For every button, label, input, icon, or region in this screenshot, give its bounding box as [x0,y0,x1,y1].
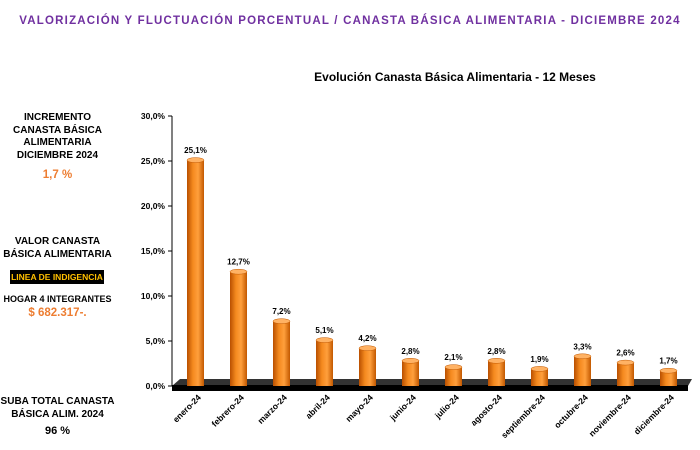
floor-top [172,379,692,386]
bar [660,370,677,386]
bars [186,157,678,386]
y-tick-label: 30,0% [141,111,166,121]
bar-value-label: 12,7% [227,258,250,267]
bar-value-label: 2,6% [616,349,634,358]
floor-slab [172,385,688,391]
bar-value-label: 7,2% [272,307,290,316]
bar [574,356,591,386]
bar-cap [315,337,334,343]
bar [402,360,419,386]
bar-cap [186,157,205,163]
x-tick-label: noviembre-24 [587,392,633,438]
y-tick-label: 20,0% [141,201,166,211]
y-tick-label: 5,0% [146,336,166,346]
household-label: HOGAR 4 INTEGRANTES [3,294,112,304]
x-tick-label: febrero-24 [209,392,246,429]
bar-cap [272,318,291,324]
chart-title: Evolución Canasta Básica Alimentaria - 1… [314,70,596,84]
bar [187,160,204,386]
bar [359,348,376,386]
x-tick-label: diciembre-24 [632,392,676,436]
bar-cap [358,345,377,351]
y-tick-label: 25,0% [141,156,166,166]
bar [316,340,333,386]
bar-value-label: 4,2% [358,334,376,343]
x-tick-label: septiembre-24 [499,392,547,440]
bar-cap [573,353,592,360]
bar-cap [401,358,420,364]
x-tick-label: mayo-24 [343,392,375,424]
bar-cap [616,359,635,366]
increment-value: 1,7 % [42,169,73,181]
x-tick-label: octubre-24 [552,392,590,430]
increment-label: INCREMENTO CANASTA BÁSICA ALIMENTARIA DI… [13,112,102,161]
bar-cap [487,358,506,364]
y-tick-label: 10,0% [141,291,166,301]
bar-value-label: 2,8% [487,347,505,356]
bar [488,360,505,386]
total-value: 96 % [44,425,71,437]
bar-value-label: 2,8% [401,347,419,356]
price-value: $ 682.317-. [28,307,87,319]
x-tick-label: abril-24 [303,392,332,421]
bar-value-label: 25,1% [184,146,207,155]
bar-cap [659,367,678,374]
x-axis-labels: enero-24 febrero-24 marzo-24 abril-24 mayo-2… [171,392,676,440]
bar-cap [530,366,549,372]
indigence-line-badge: LINEA DE INDIGENCIA [10,270,104,284]
bar-value-label: 2,1% [444,353,462,362]
bar-value-label: 5,1% [315,326,333,335]
bar [273,321,290,386]
bar [230,271,247,386]
page-header: VALORIZACIÓN Y FLUCTUACIÓN PORCENTUAL / … [19,15,681,27]
x-tick-label: marzo-24 [255,392,289,426]
bar [617,362,634,386]
bar [445,367,462,386]
x-tick-label: julio-24 [432,392,461,421]
total-label: SUBA TOTAL CANASTA BÁSICA ALIM. 2024 [0,396,115,420]
x-tick-label: junio-24 [387,392,418,423]
bar-value-label: 1,7% [659,357,677,366]
y-axis: 0,0% 5,0% 10,0% 15,0% 20,0% 25,0% 30,0% [141,111,173,391]
bar-value-label: 3,3% [573,342,591,351]
y-tick-label: 0,0% [146,381,166,391]
value-labels: 25,1% 12,7% 7,2% 5,1% 4,2% 2,8% 2,1% 2,8% 1,9% 3,… [184,146,677,366]
bar-cap [444,364,463,370]
bar-value-label: 1,9% [530,355,548,364]
x-tick-label: agosto-24 [468,392,504,428]
bar-cap [229,268,248,275]
summary-panel: INCREMENTO CANASTA BÁSICA ALIMENTARIA DI… [0,0,115,450]
value-label: VALOR CANASTA BÁSICA ALIMENTARIA [3,236,112,260]
x-tick-label: enero-24 [171,392,203,424]
y-tick-label: 15,0% [141,246,166,256]
bar [531,368,548,386]
chart-floor [172,379,692,391]
